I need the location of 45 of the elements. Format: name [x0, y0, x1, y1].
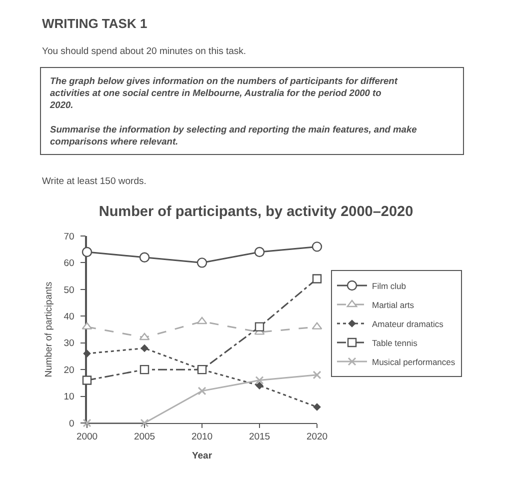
y-tick-label: 70	[64, 231, 74, 242]
y-axis-title: Number of participants	[43, 281, 54, 378]
point	[83, 350, 91, 358]
x-tick-label: 2000	[76, 432, 98, 442]
y-tick-label: 10	[64, 392, 74, 403]
point	[313, 403, 321, 411]
point	[140, 418, 149, 428]
point	[196, 258, 208, 268]
y-tick-label: 40	[64, 311, 74, 322]
point	[256, 382, 264, 390]
text: You should spend about 20 minutes on this task.	[42, 46, 246, 57]
point	[139, 332, 150, 340]
x-axis-title: Year	[192, 450, 212, 462]
legend-label: Martial arts	[372, 300, 414, 310]
x-tick-label: 2015	[248, 432, 270, 442]
text: Write at least 150 words.	[42, 176, 146, 187]
point	[312, 274, 322, 284]
point	[140, 364, 150, 374]
y-tick-label: 20	[64, 364, 74, 376]
point	[312, 242, 322, 252]
point	[196, 316, 208, 324]
x-tick-label: 2010	[191, 432, 213, 442]
y-tick-label: 0	[69, 418, 74, 430]
point	[140, 344, 148, 352]
point	[254, 246, 265, 258]
y-tick-label: 60	[64, 258, 74, 270]
point	[82, 246, 92, 258]
legend-label: Musical performances	[372, 356, 456, 367]
point	[82, 376, 92, 385]
text: WRITING TASK 1	[42, 16, 148, 31]
y-tick-label: 50	[64, 284, 74, 296]
point	[254, 322, 264, 332]
legend-label: Film club	[372, 280, 406, 291]
y-tick-label: 30	[64, 338, 74, 350]
point	[82, 418, 92, 428]
legend-label: Table tennis	[372, 338, 418, 348]
legend-label: Amateur dramatics	[372, 318, 444, 329]
point	[139, 252, 150, 262]
point	[255, 376, 264, 385]
chart-title: Number of participants, by activity 2000–2020	[98, 204, 414, 220]
x-tick-label: 2005	[134, 432, 156, 442]
point	[312, 370, 322, 380]
text: The graph below gives information on the numbers of participants for different activities at one social centre in Melbourne, Australia for the period 2000 to 2020. Summarise the information by selecting and reporting the main features, and make comparisons where relevant.	[50, 76, 417, 146]
x-tick-label: 2020	[306, 432, 328, 442]
point	[198, 386, 206, 396]
